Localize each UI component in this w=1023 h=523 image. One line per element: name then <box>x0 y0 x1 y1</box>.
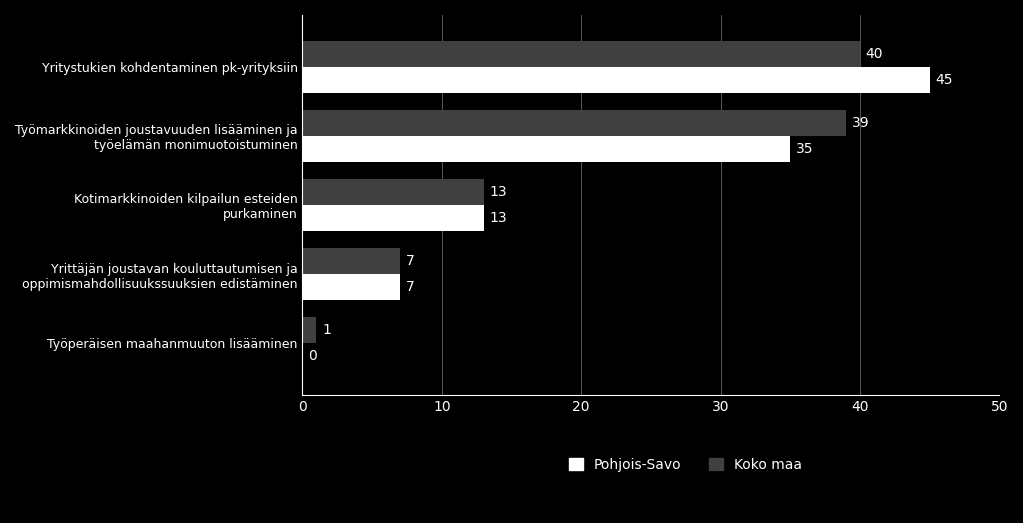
Text: 45: 45 <box>935 73 952 87</box>
Bar <box>303 317 316 343</box>
Text: 40: 40 <box>865 47 883 61</box>
Bar <box>303 136 790 162</box>
Bar <box>303 110 846 136</box>
Legend: Pohjois-Savo, Koko maa: Pohjois-Savo, Koko maa <box>569 458 802 472</box>
Bar <box>303 205 484 231</box>
Bar <box>303 41 860 67</box>
Text: 13: 13 <box>489 185 506 199</box>
Text: 7: 7 <box>405 254 414 268</box>
Bar <box>303 67 930 93</box>
Bar <box>303 248 400 274</box>
Text: 7: 7 <box>405 280 414 294</box>
Text: 13: 13 <box>489 211 506 225</box>
Text: 35: 35 <box>796 142 813 156</box>
Text: 1: 1 <box>322 323 330 337</box>
Text: 39: 39 <box>851 116 870 130</box>
Bar <box>303 274 400 300</box>
Bar <box>303 179 484 205</box>
Text: 0: 0 <box>308 349 317 363</box>
